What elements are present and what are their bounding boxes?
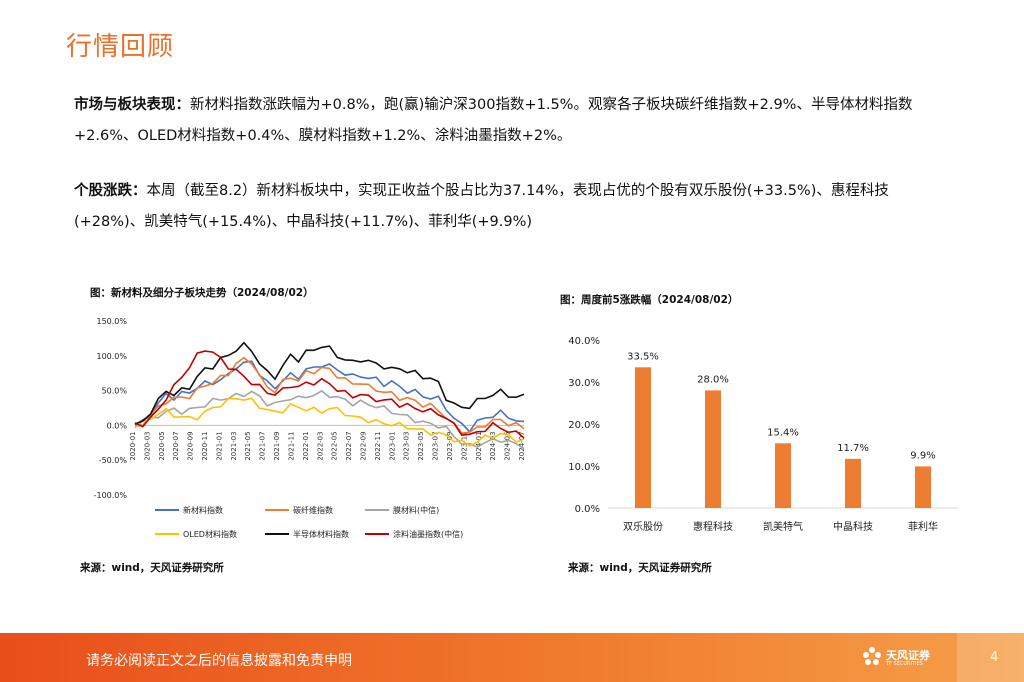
- bar: [915, 466, 931, 508]
- x-tick-label: 2020-03: [143, 431, 151, 460]
- y-tick-label: 150.0%: [96, 317, 127, 326]
- series-line: [134, 397, 525, 447]
- x-tick-label: 2021-09: [273, 431, 281, 460]
- bar: [845, 458, 861, 508]
- legend-label: 膜材料(中信): [393, 505, 439, 515]
- legend-label: 涂料油墨指数(中信): [393, 529, 463, 539]
- bar-chart: 40.0% 30.0% 20.0% 10.0% 0.0% 33.5% 双乐股份 28.0% 惠程…: [568, 336, 958, 533]
- x-tick-label: 2022-09: [360, 431, 368, 460]
- page-title: 行情回顾: [66, 32, 175, 62]
- y-tick-label: -100.0%: [94, 491, 128, 500]
- bar-chart-title: 图：周度前5涨跌幅（2024/08/02）: [560, 294, 739, 306]
- bar: [635, 367, 651, 508]
- x-tick-label: 2022-03: [316, 431, 324, 460]
- x-tick-label: 2021-03: [230, 431, 238, 460]
- bar-data-label: 9.9%: [910, 450, 935, 461]
- x-tick-label: 2023-09: [446, 431, 454, 460]
- line-chart-title: 图：新材料及细分子板块走势（2024/08/02）: [90, 287, 314, 299]
- stock-label: 个股涨跌：: [74, 183, 147, 199]
- category-label: 菲利华: [908, 520, 938, 533]
- footer-disclaimer: 请务必阅读正文之后的信息披露和免责申明: [86, 653, 352, 669]
- x-tick-label: 2021-07: [259, 431, 267, 460]
- legend-label: 新材料指数: [183, 505, 223, 515]
- bar-data-label: 11.7%: [837, 443, 869, 454]
- x-tick-label: 2022-11: [374, 431, 382, 460]
- category-label: 凯美特气: [763, 520, 803, 533]
- bar-data-label: 33.5%: [627, 351, 659, 362]
- x-tick-label: 2023-03: [403, 431, 411, 460]
- x-tick-label: 2023-11: [460, 431, 468, 460]
- y-tick-label: 100.0%: [96, 352, 127, 361]
- x-tick-label: 2022-07: [345, 431, 353, 460]
- series-line: [134, 341, 525, 425]
- x-tick-label: 2020-11: [201, 431, 209, 460]
- y-tick-label: 40.0%: [568, 336, 600, 347]
- market-label: 市场与板块表现：: [74, 97, 190, 113]
- x-tick-label: 2020-07: [172, 431, 180, 460]
- series-line: [134, 356, 525, 435]
- bar-data-label: 15.4%: [767, 427, 799, 438]
- x-tick-label: 2023-05: [417, 431, 425, 460]
- line-chart: 150.0% 100.0% 50.0% 0.0% -50.0% -100.0% 2020-0…: [94, 317, 526, 539]
- series-line: [134, 389, 525, 450]
- x-tick-label: 2024-05: [504, 431, 512, 460]
- bar-data-label: 28.0%: [697, 374, 729, 385]
- y-tick-label: 0.0%: [107, 421, 128, 430]
- bar-chart-source: 来源：wind，天风证券研究所: [568, 562, 712, 574]
- y-tick-label: 20.0%: [568, 420, 600, 431]
- x-tick-label: 2021-05: [244, 431, 252, 460]
- stock-paragraph: 个股涨跌：本周（截至8.2）新材料板块中，实现正收益个股占比为37.14%，表现…: [74, 176, 954, 238]
- y-tick-label: 10.0%: [568, 462, 600, 473]
- series-line: [134, 360, 525, 433]
- category-label: 双乐股份: [623, 521, 663, 533]
- y-tick-label: -50.0%: [99, 456, 128, 465]
- market-paragraph: 市场与板块表现：新材料指数涨跌幅为+0.8%，跑(赢)输沪深300指数+1.5%…: [74, 90, 954, 152]
- company-logo: 天风证券 TF SECURITIES: [862, 644, 942, 674]
- x-tick-label: 2024-03: [489, 431, 497, 460]
- category-label: 惠程科技: [693, 520, 733, 533]
- category-label: 中晶科技: [833, 520, 873, 533]
- line-chart-source: 来源：wind，天风证券研究所: [80, 562, 224, 574]
- x-tick-label: 2023-01: [388, 431, 396, 460]
- page-number-box: [957, 633, 1024, 682]
- x-tick-label: 2022-01: [302, 431, 310, 460]
- x-tick-label: 2020-05: [158, 431, 166, 460]
- logo-sub: TF SECURITIES: [886, 661, 923, 667]
- flower-logo-icon: [863, 647, 881, 665]
- x-tick-label: 2021-11: [287, 431, 295, 460]
- bar: [775, 443, 791, 508]
- x-tick-label: 2022-05: [331, 431, 339, 460]
- x-tick-label: 2024-07: [518, 431, 526, 460]
- stock-text: 本周（截至8.2）新材料板块中，实现正收益个股占比为37.14%，表现占优的个股…: [74, 183, 889, 230]
- x-tick-label: 2021-01: [215, 431, 223, 460]
- footer: 请务必阅读正文之后的信息披露和免责申明 天风证券 TF SECURITIES 4: [0, 633, 1024, 682]
- x-tick-label: 2020-09: [187, 431, 195, 460]
- logo-name: 天风证券: [886, 649, 930, 662]
- y-tick-label: 30.0%: [568, 378, 600, 389]
- y-tick-label: 50.0%: [102, 387, 128, 396]
- x-tick-label: 2023-07: [432, 431, 440, 460]
- series-line: [134, 350, 525, 439]
- y-tick-label: 0.0%: [575, 504, 600, 515]
- legend-label: OLED材料指数: [183, 529, 237, 539]
- page-number: 4: [990, 650, 999, 665]
- bar: [705, 390, 721, 508]
- x-tick-label: 2020-01: [129, 431, 137, 460]
- legend-label: 半导体材料指数: [293, 529, 349, 539]
- market-text: 新材料指数涨跌幅为+0.8%，跑(赢)输沪深300指数+1.5%。观察各子板块碳…: [74, 97, 913, 144]
- legend-label: 碳纤维指数: [293, 505, 333, 515]
